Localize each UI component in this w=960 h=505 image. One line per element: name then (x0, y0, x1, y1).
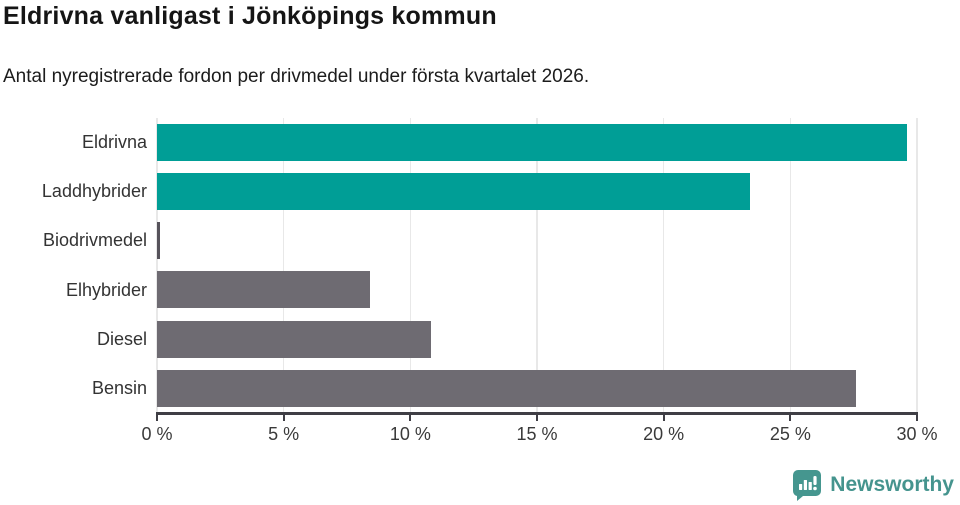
bar-biodrivmedel (157, 222, 160, 260)
x-tick (536, 414, 538, 421)
bar-row (157, 167, 917, 216)
x-tick-label: 20 % (643, 424, 685, 444)
y-axis-label: Biodrivmedel (42, 230, 147, 251)
x-tick (916, 414, 918, 421)
bar-elhybrider (157, 271, 370, 309)
bar-row (157, 315, 917, 364)
y-axis-labels: Eldrivna Laddhybrider Biodrivmedel Elhybrid… (0, 118, 147, 413)
plot-area (156, 118, 918, 413)
y-axis-label: Elhybrider (65, 279, 147, 300)
gridline (662, 118, 665, 413)
gridline (409, 118, 412, 413)
bar-chart-speech-bubble-icon (792, 469, 822, 501)
gridline (916, 118, 918, 413)
newsworthy-brand-text: Newsworthy (830, 473, 954, 496)
gridline (282, 118, 285, 413)
x-axis-line (156, 412, 918, 415)
x-tick-label: 30 % (896, 424, 938, 444)
bar-row (157, 364, 917, 413)
bar-diesel (157, 320, 431, 358)
y-axis-label: Diesel (96, 328, 147, 349)
x-tick-label: 5 % (268, 424, 300, 444)
x-tick (282, 414, 285, 421)
x-tick (409, 414, 412, 421)
x-tick (156, 414, 158, 421)
x-tick-label: 25 % (769, 424, 811, 444)
chart-subtitle: Antal nyregistrerade fordon per drivmede… (3, 66, 590, 87)
gridline (156, 118, 158, 413)
bar-bensin (157, 369, 857, 407)
x-tick-label: 0 % (141, 424, 173, 444)
y-axis-label: Eldrivna (81, 132, 147, 153)
bar-row (157, 118, 917, 167)
bar-eldrivna (157, 124, 907, 161)
x-tick-label: 10 % (389, 424, 431, 444)
gridline (789, 118, 792, 413)
bar-row (157, 216, 917, 265)
bar-laddhybrider (157, 173, 750, 211)
y-axis-label: Laddhybrider (41, 181, 147, 202)
bar-row (157, 265, 917, 314)
x-tick (789, 414, 792, 421)
gridline (536, 118, 538, 413)
newsworthy-logo: Newsworthy (792, 469, 954, 501)
chart-title: Eldrivna vanligast i Jönköpings kommun (3, 2, 497, 30)
x-tick-label: 15 % (516, 424, 558, 444)
y-axis-label: Bensin (91, 377, 147, 398)
x-tick (662, 414, 665, 421)
